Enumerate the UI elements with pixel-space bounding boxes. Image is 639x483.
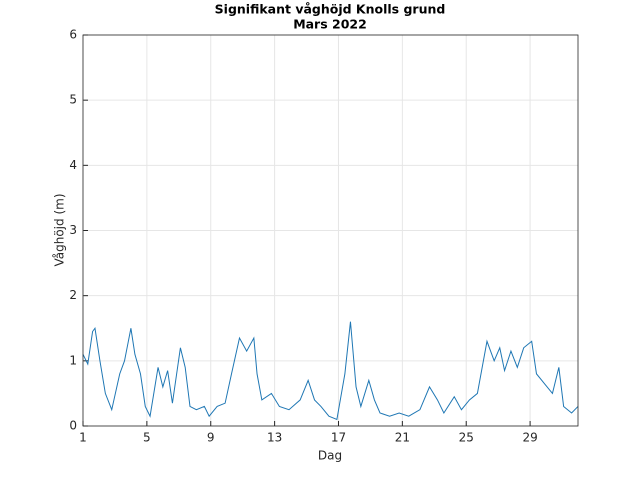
chart-subtitle: Mars 2022 [293, 17, 367, 32]
y-tick-label: 2 [69, 288, 77, 302]
y-tick-label: 6 [69, 28, 77, 42]
x-axis-label: Dag [318, 449, 342, 463]
x-tick-label: 29 [522, 431, 537, 445]
x-tick-label: 21 [395, 431, 410, 445]
x-tick-label: 13 [267, 431, 282, 445]
y-tick-label: 1 [69, 353, 77, 367]
x-tick-label: 25 [459, 431, 474, 445]
chart-title: Signifikant våghöjd Knolls grund [215, 2, 446, 17]
x-tick-label: 5 [143, 431, 151, 445]
y-tick-label: 5 [69, 93, 77, 107]
y-axis-label: Våghöjd (m) [53, 193, 67, 266]
x-tick-label: 1 [79, 431, 87, 445]
data-line [82, 321, 579, 421]
y-tick-label: 0 [69, 419, 77, 433]
y-tick-label: 4 [69, 158, 77, 172]
y-tick-label: 3 [69, 223, 77, 237]
x-tick-label: 9 [207, 431, 215, 445]
x-tick-label: 17 [331, 431, 346, 445]
plot-frame [82, 34, 579, 427]
